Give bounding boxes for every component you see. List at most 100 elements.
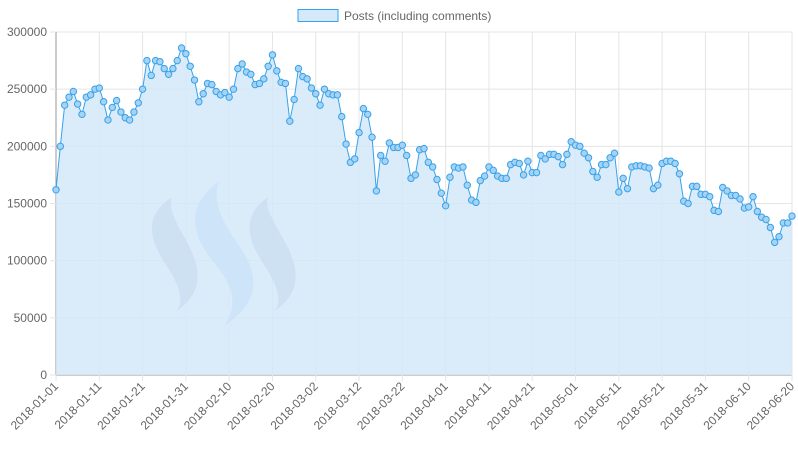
data-point[interactable] (99, 98, 108, 106)
data-point[interactable] (268, 51, 277, 59)
data-point[interactable] (169, 64, 177, 73)
data-point[interactable] (402, 151, 411, 160)
data-point[interactable] (723, 187, 731, 195)
data-point[interactable] (788, 212, 796, 220)
data-point[interactable] (524, 157, 532, 165)
data-point[interactable] (476, 176, 484, 185)
data-point[interactable] (736, 195, 744, 203)
data-point[interactable] (441, 202, 450, 210)
data-point[interactable] (602, 160, 610, 169)
data-point[interactable] (312, 90, 320, 98)
data-point[interactable] (675, 170, 684, 178)
data-point[interactable] (606, 154, 614, 162)
data-point[interactable] (281, 79, 290, 88)
data-point[interactable] (303, 75, 311, 83)
data-point[interactable] (554, 152, 562, 161)
data-point[interactable] (247, 70, 255, 79)
data-point[interactable] (428, 163, 437, 171)
data-point[interactable] (86, 91, 95, 99)
data-point[interactable] (112, 96, 121, 105)
data-point[interactable] (117, 108, 125, 116)
data-point[interactable] (355, 128, 363, 137)
data-point[interactable] (156, 58, 164, 66)
data-point[interactable] (338, 112, 346, 121)
data-point[interactable] (60, 101, 69, 109)
data-point[interactable] (364, 110, 372, 119)
data-point[interactable] (593, 173, 601, 181)
data-point[interactable] (437, 189, 446, 197)
data-point[interactable] (446, 173, 454, 181)
data-point[interactable] (472, 198, 480, 207)
data-point[interactable] (580, 149, 588, 157)
data-point[interactable] (770, 238, 779, 247)
data-point[interactable] (541, 155, 549, 163)
data-point[interactable] (225, 93, 233, 101)
data-point[interactable] (420, 144, 428, 153)
data-point[interactable] (351, 155, 359, 163)
data-point[interactable] (342, 140, 350, 148)
data-point[interactable] (177, 44, 186, 52)
data-point[interactable] (199, 90, 207, 98)
data-point[interactable] (264, 62, 272, 71)
data-point[interactable] (654, 181, 662, 189)
data-point[interactable] (558, 160, 567, 169)
data-point[interactable] (221, 88, 229, 97)
data-point[interactable] (147, 71, 155, 80)
data-point[interactable] (186, 62, 194, 71)
data-point[interactable] (294, 64, 303, 73)
data-point[interactable] (260, 75, 268, 83)
data-point[interactable] (190, 76, 199, 84)
data-point[interactable] (320, 85, 329, 93)
data-point[interactable] (589, 167, 597, 176)
data-point[interactable] (502, 174, 510, 183)
data-point[interactable] (138, 85, 147, 93)
data-point[interactable] (532, 168, 541, 177)
data-point[interactable] (208, 80, 216, 89)
legend[interactable]: Posts (including comments) (297, 9, 491, 23)
data-point[interactable] (316, 101, 324, 109)
data-point[interactable] (480, 172, 489, 180)
data-point[interactable] (684, 199, 692, 208)
data-point[interactable] (134, 99, 142, 107)
data-point[interactable] (610, 149, 619, 157)
data-point[interactable] (749, 192, 757, 201)
data-point[interactable] (424, 158, 433, 167)
data-point[interactable] (619, 174, 627, 183)
data-point[interactable] (563, 150, 571, 159)
data-point[interactable] (753, 207, 762, 216)
data-point[interactable] (255, 79, 264, 88)
data-point[interactable] (671, 159, 679, 168)
data-point[interactable] (623, 184, 632, 193)
data-point[interactable] (173, 56, 181, 65)
data-point[interactable] (515, 159, 523, 168)
data-point[interactable] (333, 91, 342, 99)
data-point[interactable] (52, 186, 60, 194)
data-point[interactable] (368, 133, 376, 141)
data-point[interactable] (130, 108, 138, 116)
data-point[interactable] (73, 100, 82, 108)
data-point[interactable] (290, 95, 298, 104)
data-point[interactable] (229, 85, 238, 93)
data-point[interactable] (143, 56, 151, 65)
data-point[interactable] (65, 93, 73, 101)
data-point[interactable] (381, 157, 389, 165)
data-point[interactable] (693, 182, 701, 191)
data-point[interactable] (576, 142, 584, 151)
data-point[interactable] (775, 232, 783, 241)
data-point[interactable] (645, 164, 653, 172)
data-point[interactable] (385, 139, 394, 147)
data-point[interactable] (56, 142, 65, 151)
data-point[interactable] (519, 171, 528, 179)
data-point[interactable] (714, 207, 723, 216)
data-point[interactable] (108, 103, 116, 112)
data-point[interactable] (706, 192, 714, 201)
data-point[interactable] (234, 64, 242, 73)
data-point[interactable] (359, 104, 368, 113)
data-point[interactable] (273, 67, 281, 75)
data-point[interactable] (377, 151, 385, 160)
data-point[interactable] (104, 116, 112, 124)
data-point[interactable] (489, 166, 497, 175)
data-point[interactable] (160, 64, 168, 73)
data-point[interactable] (398, 141, 407, 149)
data-point[interactable] (433, 175, 441, 184)
